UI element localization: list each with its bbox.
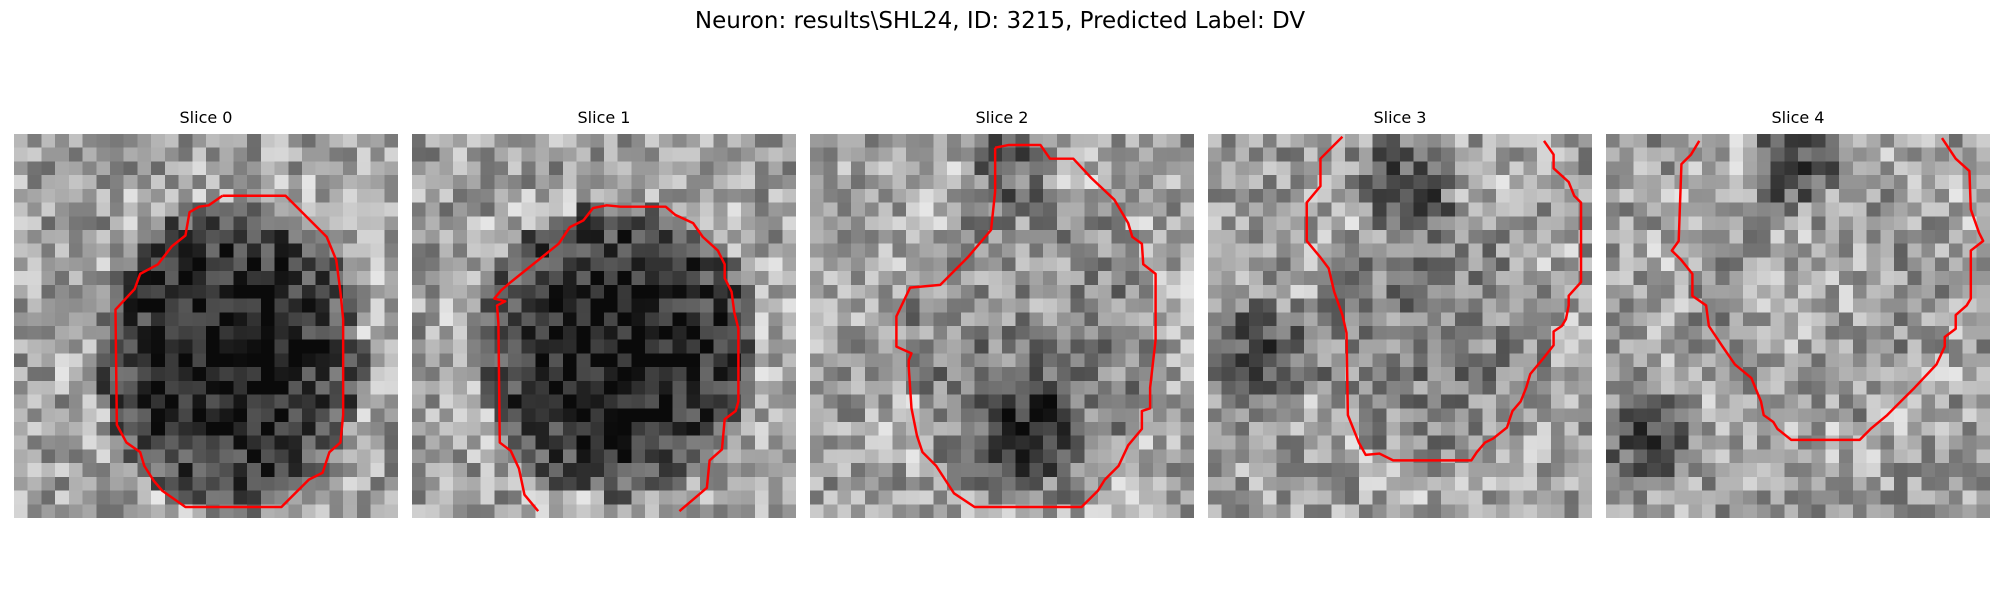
pixel-grid xyxy=(14,134,398,518)
slice-image xyxy=(1606,134,1990,518)
slice-image xyxy=(14,134,398,518)
slice-title: Slice 1 xyxy=(577,108,631,127)
cell-contour-line xyxy=(493,204,740,513)
slice-panel-4: Slice 4 xyxy=(1606,108,1990,530)
slice-image xyxy=(1208,134,1592,518)
slice-panel-0: Slice 0 xyxy=(14,108,398,530)
cell-contour-line xyxy=(1670,137,1985,442)
slice-title: Slice 3 xyxy=(1373,108,1427,127)
slice-image xyxy=(412,134,796,518)
figure-title: Neuron: results\SHL24, ID: 3215, Predict… xyxy=(694,8,1306,34)
slice-title: Slice 4 xyxy=(1771,108,1825,127)
cell-contour-line xyxy=(114,194,345,509)
slice-image xyxy=(810,134,1194,518)
pixel-grid xyxy=(412,134,796,518)
pixel-grid xyxy=(810,134,1194,518)
slice-panel-2: Slice 2 xyxy=(810,108,1194,530)
cell-contour-line xyxy=(895,143,1157,509)
slice-panel-1: Slice 1 xyxy=(412,108,796,530)
cell-contour-line xyxy=(1305,135,1583,462)
pixel-grid xyxy=(1606,134,1990,518)
slice-title: Slice 0 xyxy=(179,108,233,127)
slice-title: Slice 2 xyxy=(975,108,1029,127)
slice-panel-3: Slice 3 xyxy=(1208,108,1592,530)
pixel-grid xyxy=(1208,134,1592,518)
